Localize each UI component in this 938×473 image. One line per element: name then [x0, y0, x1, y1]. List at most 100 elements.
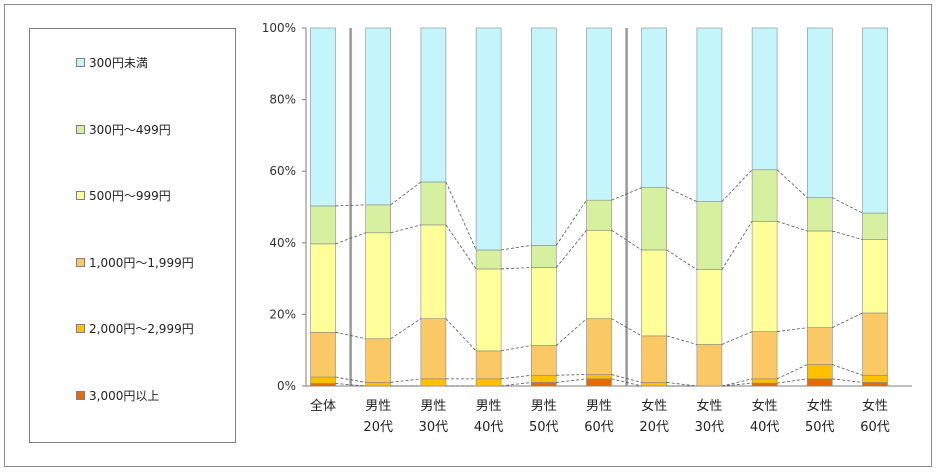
bar-segment	[751, 378, 778, 384]
bar-segment	[310, 331, 336, 378]
bar-segment	[862, 374, 888, 383]
bar-segment	[475, 27, 502, 251]
legend-swatch	[76, 124, 85, 134]
series-connector-line	[335, 383, 366, 387]
x-tick-label: 40代	[750, 420, 780, 435]
series-connector-line	[832, 230, 863, 240]
bar-segment	[365, 338, 392, 383]
legend-item: 1,000円～1,999円	[76, 254, 194, 270]
bar-segment	[696, 269, 723, 345]
bar-segment	[862, 239, 888, 314]
bar-segment	[806, 378, 833, 387]
series-connector-line	[445, 181, 477, 251]
series-connector-line	[555, 230, 587, 268]
bar-segment	[751, 382, 778, 387]
x-tick-label: 男性	[420, 399, 446, 414]
legend-label: 300円未満	[89, 55, 148, 70]
series-connector-line	[335, 376, 366, 383]
x-tick-label: 女性	[862, 398, 888, 414]
series-connector-line	[390, 181, 422, 206]
series-connector-line	[611, 378, 642, 387]
bar-segment	[475, 268, 502, 352]
legend: 300円未満 300円～499円 500円～999円 1,000円～1,999円 2,0…	[29, 28, 236, 443]
series-connector-line	[501, 345, 532, 352]
legend-swatch	[76, 257, 85, 267]
x-tick-label: 40代	[474, 420, 504, 435]
x-tick-label: 女性	[641, 398, 667, 414]
series-connector-line	[666, 249, 698, 270]
bar-segment	[530, 374, 557, 383]
y-tick-label: 40%	[269, 236, 296, 250]
bar-segment	[530, 245, 557, 268]
series-connector-line	[390, 378, 421, 383]
chart-frame	[4, 4, 932, 467]
series-connector-line	[445, 318, 477, 352]
series-connector-line	[556, 378, 587, 383]
bar-segment	[420, 318, 447, 380]
bar-segment	[586, 199, 612, 231]
legend-item: 300円～499円	[76, 121, 171, 137]
bar-segment	[806, 230, 833, 328]
legend-label: 2,000円～2,999円	[89, 321, 194, 336]
bar-segment	[530, 345, 557, 376]
x-tick-label: 全体	[310, 398, 336, 414]
y-tick-label: 60%	[269, 164, 296, 178]
bar-segment	[641, 187, 668, 251]
bar-segment	[862, 212, 888, 240]
x-tick-label: 20代	[363, 420, 393, 435]
series-connector-line	[777, 327, 808, 332]
bar-segment	[806, 27, 833, 198]
series-connector-line	[445, 224, 477, 270]
bar-segment	[365, 27, 392, 206]
legend-item: 2,000円～2,999円	[76, 320, 194, 336]
x-tick-label: 20代	[639, 420, 669, 435]
bar-segment	[641, 335, 668, 383]
bar-segment	[806, 327, 833, 365]
series-connector-line	[501, 374, 532, 380]
series-connector-line	[666, 187, 698, 202]
bar-segment	[310, 205, 336, 245]
legend-label: 500円～999円	[89, 188, 171, 203]
x-tick-label: 50代	[805, 420, 835, 435]
legend-swatch	[76, 390, 85, 400]
bar-segment	[751, 27, 778, 171]
series-connector-line	[721, 382, 753, 387]
x-tick-label: 男性	[365, 399, 391, 414]
series-connector-line	[556, 318, 587, 346]
x-tick-label: 女性	[807, 398, 833, 414]
series-connector-line	[555, 199, 587, 246]
bar-segment	[806, 364, 833, 380]
legend-swatch	[76, 57, 85, 67]
series-connector-line	[776, 220, 808, 232]
bar-segment	[310, 383, 336, 387]
series-connector-line	[832, 197, 863, 214]
series-connector-line	[721, 169, 753, 202]
x-tick-label: 男性	[476, 399, 502, 414]
bar-segment	[365, 204, 392, 234]
x-tick-label: 30代	[695, 420, 725, 435]
series-connector-line	[501, 244, 532, 251]
series-connector-line	[335, 232, 366, 245]
series-connector-line	[832, 378, 863, 383]
bar-segment	[586, 378, 612, 387]
series-connector-line	[501, 382, 532, 387]
series-connector-line	[556, 374, 587, 376]
series-connector-line	[832, 312, 863, 329]
legend-item: 300円未満	[76, 54, 148, 70]
series-connector-line	[832, 364, 863, 376]
bar-segment	[696, 201, 723, 270]
legend-item: 500円～999円	[76, 187, 171, 203]
bar-segment	[696, 344, 723, 387]
bar-segment	[310, 376, 336, 384]
x-tick-label: 60代	[860, 420, 890, 435]
series-connector-line	[666, 335, 698, 345]
bar-segment	[586, 318, 612, 375]
bar-segment	[862, 27, 888, 214]
x-tick-label: 50代	[529, 420, 559, 435]
x-tick-label: 30代	[419, 420, 449, 435]
series-connector-line	[776, 169, 808, 198]
series-connector-line	[390, 318, 422, 340]
series-connector-line	[777, 378, 808, 384]
legend-label: 1,000円～1,999円	[89, 255, 194, 270]
